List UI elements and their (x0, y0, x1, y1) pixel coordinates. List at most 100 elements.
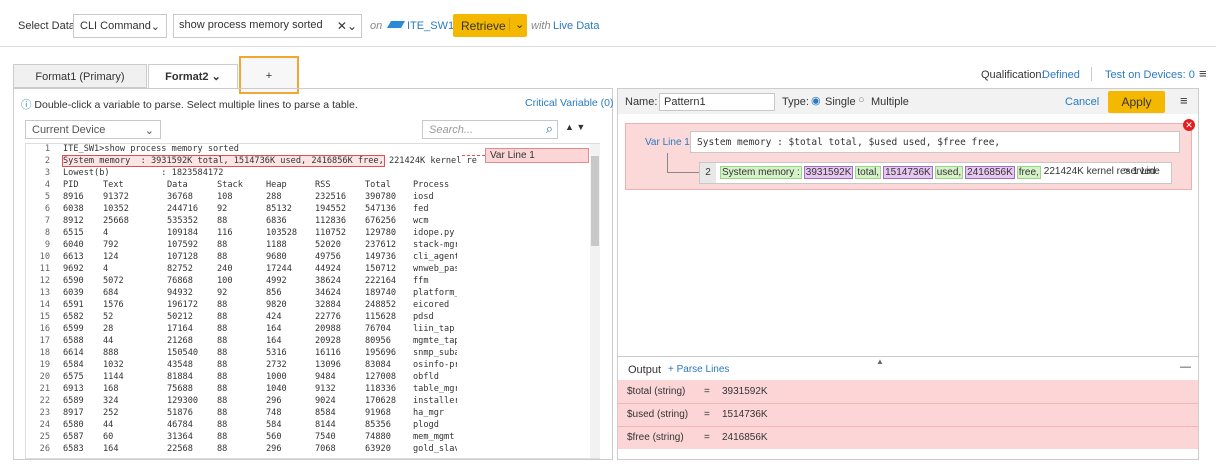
table-cell: 9484 (315, 372, 336, 382)
output-name: $used (string) (627, 409, 689, 420)
table-cell: 1188 (266, 240, 287, 250)
match-line: 2 System memory :3931592K total, 1514736K us… (699, 162, 1172, 184)
table-cell: 88 (217, 444, 228, 454)
table-cell: 194552 (315, 204, 347, 214)
column-header: Stack (217, 180, 243, 190)
variable: 3931592K (803, 166, 854, 179)
table-cell: platform_ (413, 288, 457, 298)
test-link[interactable]: Test on Devices: 0 (1105, 69, 1195, 81)
divider (618, 356, 1198, 357)
table-cell: ha_mgr (413, 408, 445, 418)
table-cell: 6040 (63, 240, 84, 250)
table-cell: 16116 (315, 348, 341, 358)
table-cell: 103528 (266, 228, 298, 238)
table-cell: wcm (413, 216, 429, 226)
var-tag: Var Line 1 (485, 148, 589, 163)
clear-icon[interactable]: ✕⌄ (336, 19, 357, 33)
more-lines[interactable]: > 1 Line (1124, 166, 1160, 177)
cancel-button[interactable]: Cancel (1065, 96, 1100, 108)
label: Qualification: (981, 69, 1045, 81)
search-input[interactable]: Search... ⌕ (422, 120, 558, 139)
chevron: ⌄ (509, 18, 524, 31)
table-cell: 46784 (167, 420, 193, 430)
menu-icon[interactable]: ≡ (1199, 66, 1207, 81)
table-cell: 189740 (365, 288, 397, 298)
match-text: System memory : (720, 166, 802, 179)
scroll-thumb[interactable] (591, 156, 599, 246)
table-cell: 8917 (63, 408, 84, 418)
radio-checked[interactable]: ◉ (811, 95, 821, 107)
close-icon[interactable]: ✕ (1183, 119, 1195, 131)
line-number: 17 (39, 336, 50, 346)
line-number: 2 (44, 156, 50, 166)
pattern-input[interactable]: System memory : $total total, $used used… (690, 131, 1180, 153)
table-cell: 112836 (315, 216, 347, 226)
nav-arrows[interactable]: ▲ ▼ (565, 122, 586, 132)
add-tab[interactable]: + (239, 56, 299, 94)
table-cell: 88 (217, 252, 228, 262)
table-cell: 22776 (315, 312, 341, 322)
table-cell: 9692 (63, 264, 84, 274)
dropdown[interactable]: CLI Command ⌄ (73, 14, 167, 38)
table-cell: 88 (217, 336, 228, 346)
table-cell: obfld (413, 372, 439, 382)
menu-icon[interactable]: ≡ (1180, 93, 1188, 108)
table-cell: eicored (413, 300, 450, 310)
device-link[interactable]: ITE_SW1 (407, 20, 455, 32)
line-number: 2 (700, 163, 716, 183)
table-cell: 7540 (315, 432, 336, 442)
tab-active[interactable]: Format2 ⌄ (148, 64, 238, 89)
table-cell: 31364 (167, 432, 193, 442)
command-input[interactable]: show process memory sorted ✕⌄ (173, 14, 362, 38)
parse-lines-link[interactable]: + Parse Lines (668, 364, 730, 375)
qualification-link[interactable]: Defined (1042, 69, 1080, 81)
table-cell: 52020 (315, 240, 341, 250)
table-cell: 164 (103, 444, 119, 454)
table-cell: 107128 (167, 252, 199, 262)
output-name: $free (string) (627, 432, 684, 443)
variable: 1514736K (883, 166, 933, 179)
table-cell: 82752 (167, 264, 193, 274)
table-cell: 2732 (266, 360, 287, 370)
line-number: 12 (39, 276, 50, 286)
table-cell: 74880 (365, 432, 391, 442)
name-input[interactable]: Pattern1 (659, 93, 775, 111)
line-number: 4 (44, 180, 50, 190)
critical-link[interactable]: Critical Variable (0) (525, 97, 614, 109)
input-text: Pattern1 (664, 96, 706, 108)
table-cell: 288 (266, 192, 282, 202)
device-dropdown[interactable]: Current Device ⌄ (25, 120, 161, 139)
retrieve-button[interactable]: Retrieve ⌄ (453, 14, 527, 37)
table-cell: 888 (103, 348, 119, 358)
table-cell: 6599 (63, 324, 84, 334)
collapse-icon[interactable]: — (1180, 361, 1191, 373)
chevron: ⌄ (144, 125, 154, 137)
table-cell: 88 (217, 348, 228, 358)
table-cell: 88 (217, 420, 228, 430)
table-cell: 4 (103, 228, 109, 238)
column-header: Total (365, 180, 391, 190)
tab[interactable]: Format1 (Primary) (13, 64, 147, 88)
left-panel (13, 88, 613, 460)
info-icon: ⓘ (21, 99, 35, 111)
scrollbar[interactable] (590, 144, 600, 458)
table-cell: 63920 (365, 444, 391, 454)
table-cell: mem_mgmt (413, 432, 455, 442)
table-cell: 6590 (63, 276, 84, 286)
resize-handle[interactable]: ▲ (876, 357, 884, 366)
table-cell: fed (413, 204, 429, 214)
table-cell: 85132 (266, 204, 292, 214)
table-cell: 6584 (63, 360, 84, 370)
line-number: 7 (44, 216, 50, 226)
apply-button[interactable]: Apply (1108, 91, 1165, 113)
table-cell: 115628 (365, 312, 397, 322)
table-cell: 792 (103, 240, 119, 250)
source-link[interactable]: Live Data (553, 20, 600, 32)
table-cell: ffm (413, 276, 429, 286)
radio[interactable]: ○ (858, 94, 865, 106)
line-number: 1 (44, 144, 50, 154)
table-cell: 85356 (365, 420, 391, 430)
table-cell: 6515 (63, 228, 84, 238)
table-cell: 1040 (266, 384, 287, 394)
